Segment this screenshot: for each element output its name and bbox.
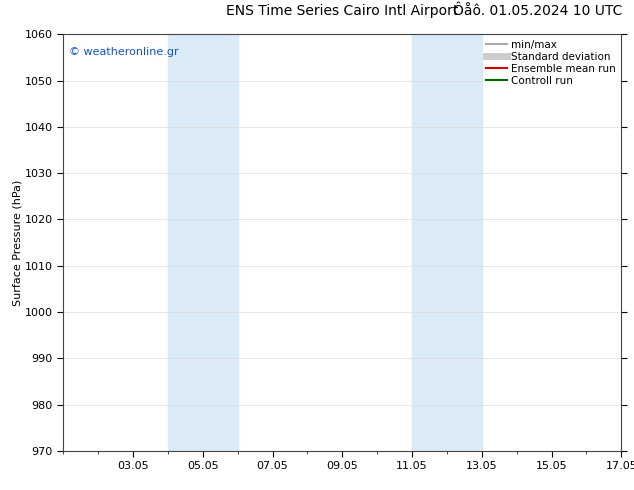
Text: ENS Time Series Cairo Intl Airport: ENS Time Series Cairo Intl Airport	[226, 3, 458, 18]
Text: © weatheronline.gr: © weatheronline.gr	[69, 47, 179, 57]
Y-axis label: Surface Pressure (hPa): Surface Pressure (hPa)	[12, 179, 22, 306]
Text: Ôåô. 01.05.2024 10 UTC: Ôåô. 01.05.2024 10 UTC	[453, 3, 623, 18]
Legend: min/max, Standard deviation, Ensemble mean run, Controll run: min/max, Standard deviation, Ensemble me…	[483, 36, 619, 89]
Bar	[168, 34, 238, 451]
Bar	[412, 34, 482, 451]
